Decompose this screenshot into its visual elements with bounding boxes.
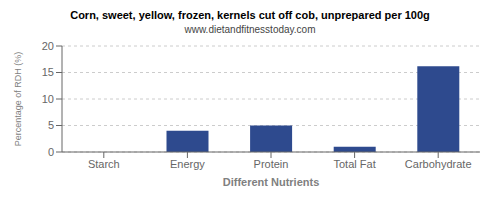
svg-text:Percentage of RDH (%): Percentage of RDH (%) [13,52,23,147]
svg-text:Carbohydrate: Carbohydrate [405,158,472,170]
html-text:www.dietandfitnesstoday.com: www.dietandfitnesstoday.com [184,24,316,35]
svg-text:15: 15 [42,66,54,78]
svg-text:Energy: Energy [170,158,205,170]
svg-text:10: 10 [42,93,54,105]
svg-text:Different Nutrients: Different Nutrients [223,176,320,188]
svg-text:20: 20 [42,40,54,52]
svg-text:Total Fat: Total Fat [334,158,376,170]
html-text:Corn, sweet, yellow, frozen, k: Corn, sweet, yellow, frozen, kernels cut… [70,9,430,21]
svg-text:Protein: Protein [254,158,289,170]
svg-text:0: 0 [48,146,54,158]
svg-text:5: 5 [48,119,54,131]
svg-text:Starch: Starch [88,158,120,170]
